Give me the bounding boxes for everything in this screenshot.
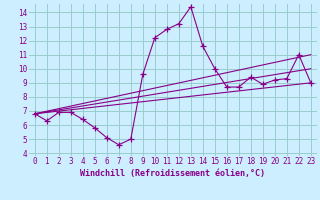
X-axis label: Windchill (Refroidissement éolien,°C): Windchill (Refroidissement éolien,°C) bbox=[80, 169, 265, 178]
